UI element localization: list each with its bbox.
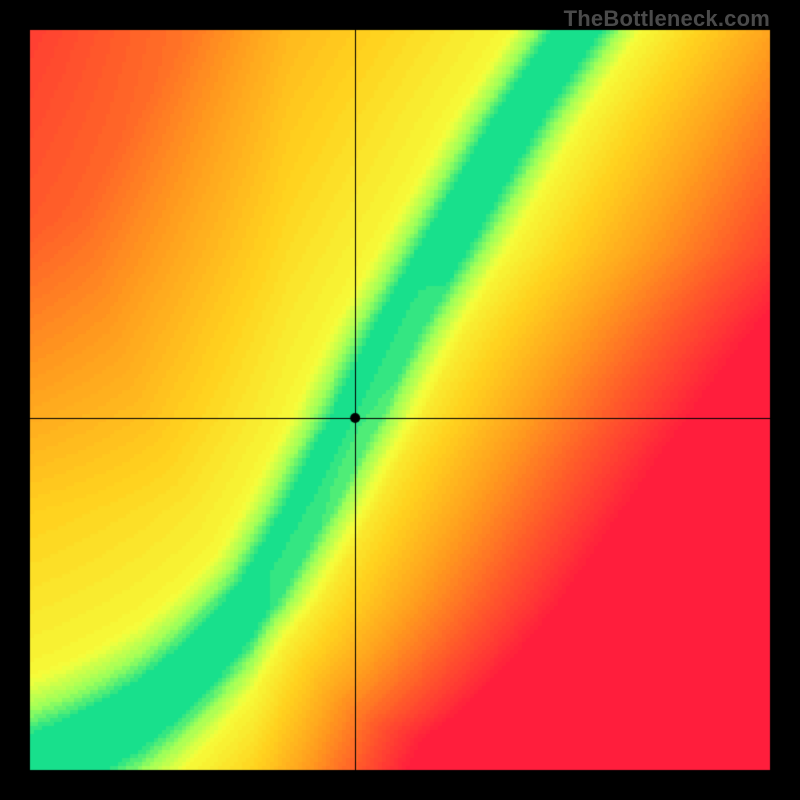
bottleneck-heatmap — [0, 0, 800, 800]
watermark-text: TheBottleneck.com — [564, 6, 770, 32]
